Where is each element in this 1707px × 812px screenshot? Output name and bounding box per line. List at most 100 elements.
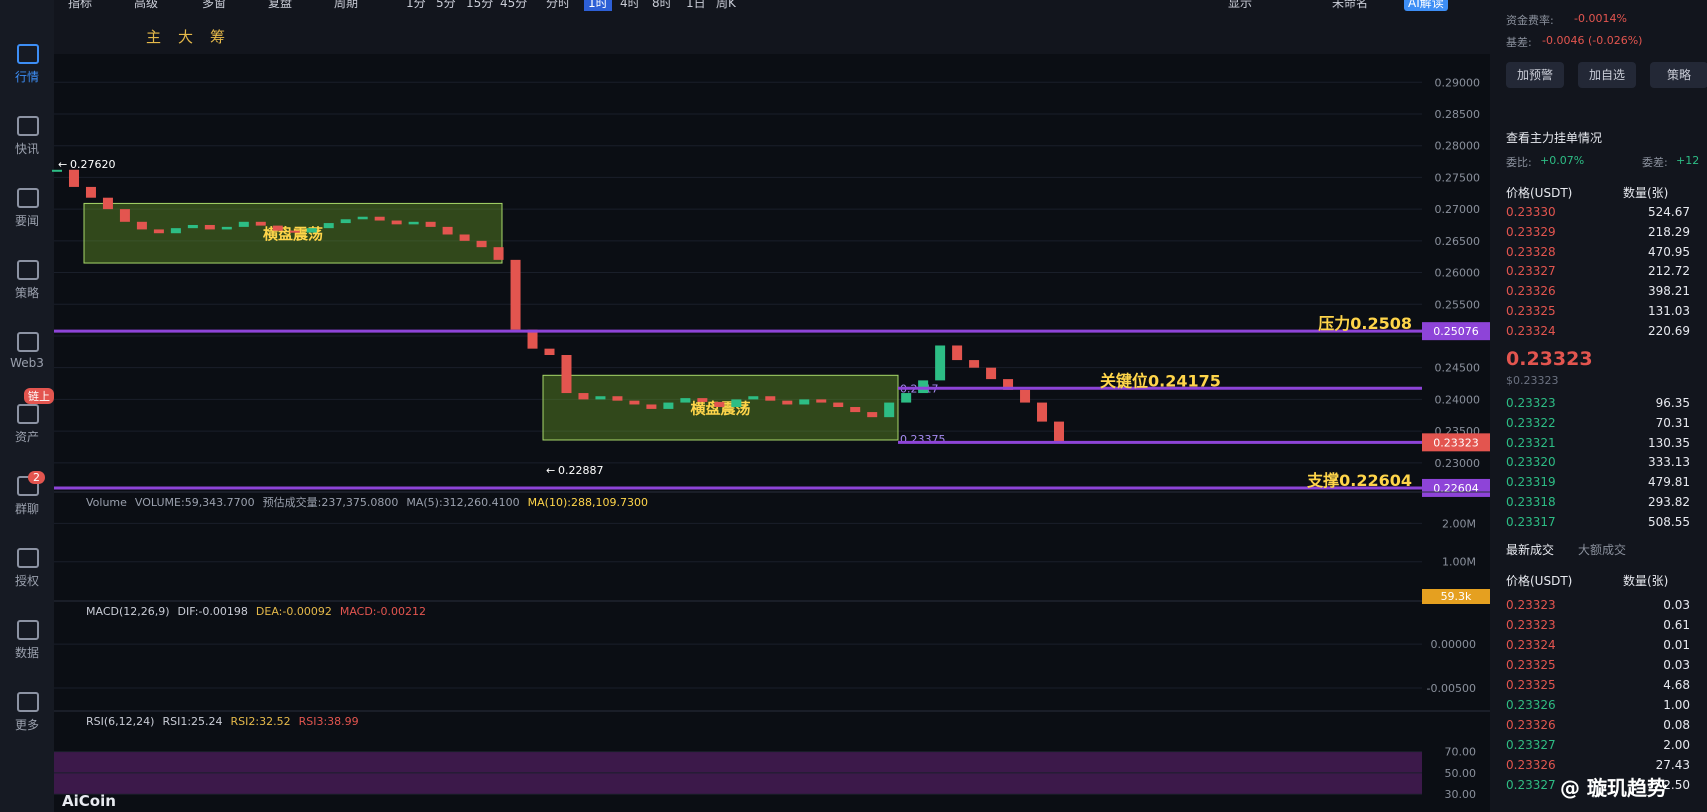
button[interactable]: 策略: [1650, 62, 1707, 88]
nav-item[interactable]: 数据: [14, 646, 39, 660]
trade-qty: 1.00: [1663, 698, 1690, 712]
toolbar-button[interactable]: 大: [178, 28, 194, 46]
link[interactable]: 查看主力挂单情况: [1506, 131, 1603, 145]
toolbar-button[interactable]: 4时: [620, 0, 640, 10]
nav-item[interactable]: 行情: [14, 70, 39, 84]
toolbar-button[interactable]: 指标: [68, 0, 93, 10]
nav-item[interactable]: 授权: [14, 574, 39, 588]
trade-price: 0.23323: [1506, 618, 1556, 632]
candle: [697, 398, 708, 402]
badge: 链上: [24, 388, 54, 404]
toolbar-button[interactable]: 45分: [500, 0, 528, 10]
book-qty: 479.81: [1648, 475, 1690, 490]
y-tick-label: 70.00: [1445, 746, 1477, 759]
nav-item[interactable]: 快讯: [14, 142, 39, 156]
candle: [85, 186, 96, 198]
toolbar-button[interactable]: 1时: [584, 0, 612, 11]
toolbar-button[interactable]: 主: [146, 28, 162, 46]
panel-legend: RSI2:32.52: [231, 715, 291, 728]
book-price: 0.23330: [1506, 205, 1556, 219]
candle: [1003, 379, 1014, 390]
book-qty: 293.82: [1648, 495, 1690, 509]
arrow: ←: [546, 464, 555, 477]
candle: [782, 400, 793, 405]
book-price: 0.23318: [1506, 495, 1556, 509]
toolbar-button[interactable]: 多窗: [202, 0, 227, 10]
value: -0.0014%: [1574, 12, 1627, 25]
trade-qty: 27.43: [1655, 758, 1690, 772]
candle: [425, 221, 436, 227]
candle: [833, 402, 844, 408]
book-price: 0.23320: [1506, 455, 1556, 470]
toolbar-button[interactable]: 1日: [686, 0, 706, 10]
candle: [374, 216, 385, 221]
right-panel: 资金费率: -0.0014% 基差: -0.0046 (-0.026%) 加预警 加自选策…: [1490, 0, 1707, 812]
trade-qty: 0.03: [1663, 658, 1690, 672]
candle: [884, 402, 895, 418]
toolbar-button[interactable]: 复盘: [268, 0, 293, 10]
candle: [629, 400, 640, 405]
label: 基差:: [1506, 36, 1532, 49]
candle: [714, 401, 725, 408]
trade-qty: 4.68: [1663, 678, 1690, 692]
toolbar-button[interactable]: 周期: [334, 0, 359, 10]
button[interactable]: 加预警: [1506, 62, 1564, 88]
y-tick-label: 0.23000: [1435, 457, 1481, 470]
book-price: 0.23328: [1506, 244, 1556, 259]
y-tick-label: 2.00M: [1442, 517, 1476, 530]
col-header: 数量(张): [1623, 186, 1669, 200]
panel-legend: MACD:-0.00212: [340, 605, 426, 618]
low-marker: 0.22887: [558, 464, 604, 477]
level-label: 关键位0.24175: [1100, 371, 1221, 390]
trade-qty: 2.50: [1663, 778, 1690, 792]
candle: [544, 348, 555, 356]
toolbar-button[interactable]: 显示: [1228, 0, 1253, 10]
nav-icon: [17, 620, 39, 640]
toolbar-button[interactable]: 1分: [406, 0, 426, 10]
nav-item[interactable]: 群聊: [14, 502, 39, 516]
toolbar-button[interactable]: 周K: [716, 0, 736, 10]
nav-item[interactable]: 更多: [14, 718, 39, 732]
y-tick-label: 0.26000: [1435, 267, 1481, 280]
nav-icon: [17, 332, 39, 352]
book-qty: 333.13: [1648, 455, 1690, 470]
nav-item[interactable]: 要闻: [14, 214, 39, 228]
nav-item[interactable]: 策略: [14, 286, 39, 300]
toolbar-button[interactable]: 筹: [210, 28, 226, 46]
candle: [1054, 421, 1064, 443]
price-tag-label: 0.22604: [1433, 482, 1479, 495]
candle: [391, 220, 402, 225]
tab[interactable]: 大额成交: [1578, 543, 1627, 557]
toolbar-button[interactable]: 5分: [436, 0, 456, 10]
toolbar-button[interactable]: 8时: [652, 0, 672, 10]
book-qty: 70.31: [1655, 415, 1690, 430]
trade-price: 0.23326: [1506, 698, 1556, 712]
value: +0.07%: [1540, 154, 1585, 167]
nav-item[interactable]: Web3: [10, 356, 44, 370]
toolbar-button[interactable]: AI解读: [1404, 0, 1448, 11]
panel-legend: RSI1:25.24: [162, 715, 222, 728]
price-tag-label: 0.23323: [1433, 436, 1479, 449]
tab[interactable]: 最新成交: [1506, 543, 1555, 557]
toolbar-button[interactable]: 高级: [134, 0, 159, 10]
level-label: 支撑0.22604: [1306, 471, 1412, 490]
toolbar-button[interactable]: 未命名: [1332, 0, 1369, 10]
button[interactable]: 加自选: [1578, 62, 1636, 88]
y-tick-label: 0.24500: [1435, 362, 1481, 375]
label: 委差:: [1642, 156, 1668, 169]
candle: [561, 355, 572, 394]
candle: [238, 221, 249, 227]
candle: [340, 219, 351, 224]
candle: [357, 216, 368, 220]
toolbar-button[interactable]: 15分: [466, 0, 494, 10]
candle: [850, 407, 861, 413]
book-qty: 508.55: [1648, 514, 1690, 529]
nav-item[interactable]: 资产: [14, 430, 39, 444]
trade-price: 0.23327: [1506, 778, 1556, 792]
candle: [527, 329, 538, 349]
candle: [153, 229, 164, 234]
trade-qty: 2.00: [1663, 738, 1690, 752]
candle: [289, 230, 300, 233]
candle: [612, 396, 623, 401]
toolbar-button[interactable]: 分时: [546, 0, 571, 10]
